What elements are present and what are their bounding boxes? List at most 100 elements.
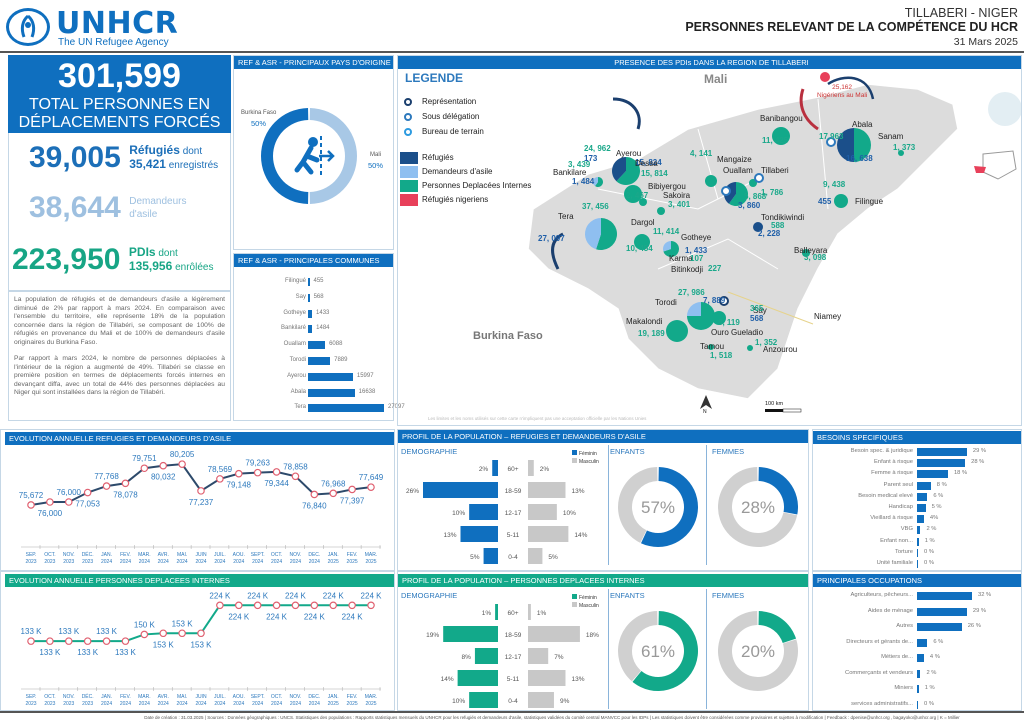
row-label: Torture xyxy=(894,548,913,555)
x-tick-label: OCT. xyxy=(271,694,282,700)
commune-value: 6088 xyxy=(329,341,343,348)
commune-label: Torodi xyxy=(289,357,306,363)
legend-category-label: Réfugiés xyxy=(422,153,454,162)
bubble-dargol[interactable] xyxy=(634,234,650,250)
bubble-dessa[interactable] xyxy=(624,185,642,203)
commune-value: 455 xyxy=(313,278,324,284)
total-box: 301,599 TOTAL PERSONNES EN DÉPLACEMENTS … xyxy=(8,55,231,133)
row-label: Enfant à risque xyxy=(874,459,913,466)
map-value: 15, 814 xyxy=(641,169,668,178)
commune-value: 1433 xyxy=(316,309,330,316)
legend-female-label: Féminin xyxy=(579,595,597,601)
bubble-abala[interactable] xyxy=(837,128,871,162)
bubble-segment xyxy=(687,302,701,316)
data-label: 133 K xyxy=(39,648,61,657)
map-panel: PRESENCE DES PDIs DANS LA REGION DE TILL… xyxy=(397,55,1022,426)
occupation-row: Miniers 1 % xyxy=(813,684,1023,694)
bubble-segment xyxy=(712,311,726,325)
male-pct-label: 13% xyxy=(572,488,585,495)
data-point xyxy=(234,469,243,478)
male-pct-label: 2% xyxy=(540,466,550,473)
row-bar xyxy=(917,548,918,557)
data-label: 133 K xyxy=(115,648,137,657)
bubble-anzourou[interactable] xyxy=(747,345,753,351)
pdi-label: PDIs xyxy=(128,245,156,259)
origin-title: REF & ASR - PRINCIPAUX PAYS D'ORIGINE xyxy=(234,56,393,69)
row-value: 26 % xyxy=(967,623,981,629)
map-value: 1, 518 xyxy=(710,351,733,360)
x-tick-label: 2024 xyxy=(139,559,150,565)
bubble-tamou[interactable] xyxy=(708,344,714,350)
bubble-banibangou[interactable] xyxy=(772,127,790,145)
row-label: services administratifs... xyxy=(851,700,913,707)
occupation-row: Aides de ménage 29 % xyxy=(813,607,1023,617)
map-value: 16, 638 xyxy=(846,154,873,163)
map-place-mangaize: Mangaize xyxy=(717,155,752,164)
map-value: 11, 414 xyxy=(653,227,680,236)
office-marker-icon[interactable] xyxy=(754,173,764,183)
data-point xyxy=(291,601,300,610)
commune-value: 568 xyxy=(313,293,324,300)
bubble-filingue[interactable] xyxy=(834,194,848,208)
x-tick-label: 2024 xyxy=(290,701,301,707)
bubble-balleyara[interactable] xyxy=(802,249,810,257)
row-value: 28 % xyxy=(971,459,985,466)
bubble-mangaize[interactable] xyxy=(705,175,717,187)
x-tick-label: 2024 xyxy=(309,701,320,707)
bubble-gotheye[interactable] xyxy=(663,241,679,257)
data-point xyxy=(216,601,224,610)
arrow-burkina-to-tera-icon xyxy=(551,232,564,270)
office-marker-icon[interactable] xyxy=(721,186,731,196)
bubble-makalondi[interactable] xyxy=(666,320,688,342)
map-title: PRESENCE DES PDIs DANS LA REGION DE TILL… xyxy=(398,56,1021,69)
donut-slice-rest xyxy=(718,611,798,691)
row-value: 0 % xyxy=(924,560,934,566)
x-tick-label: 2024 xyxy=(252,559,263,565)
male-pct-label: 18% xyxy=(586,632,599,639)
commune-label: Abala xyxy=(290,388,306,395)
bubble-tera[interactable] xyxy=(585,218,617,251)
map-place-ouro-gueladio: Ouro Gueladio xyxy=(711,328,764,337)
legend-swatch xyxy=(400,152,418,164)
bubble-tondikiwindi[interactable] xyxy=(753,222,763,232)
bar-female xyxy=(474,648,498,664)
donut-slice-burkina-faso xyxy=(260,108,309,204)
x-tick-label: NOV. xyxy=(290,552,302,558)
legend-office-label: Sous délégation xyxy=(422,112,480,121)
idp-trend-title: EVOLUTION ANNUELLE PERSONNES DEPLACEES I… xyxy=(5,574,394,587)
commune-row: Bankilaré 1484 xyxy=(234,323,394,335)
office-marker-icon[interactable] xyxy=(826,137,836,147)
row-bar xyxy=(917,526,921,535)
female-pct-label: 19% xyxy=(426,632,439,639)
bubble-segment xyxy=(753,222,763,232)
bubble-sanam[interactable] xyxy=(898,150,904,156)
age-group-label: 18-59 xyxy=(505,632,522,639)
bubble-bankilare[interactable] xyxy=(593,177,603,187)
bubble-segment xyxy=(612,157,626,182)
data-point xyxy=(310,490,319,499)
row-label: Miniers xyxy=(894,685,913,691)
commune-row: Ayerou 15997 xyxy=(234,371,394,383)
bubble-bibiyergou[interactable] xyxy=(639,198,647,206)
office-marker-icon[interactable] xyxy=(719,296,729,306)
map-value: 588 xyxy=(771,221,785,230)
female-pct-label: 14% xyxy=(441,676,454,683)
data-label: 75,672 xyxy=(19,491,44,500)
age-group-label: 0-4 xyxy=(508,554,518,561)
legend-swatch xyxy=(400,180,418,192)
bubble-sakoira[interactable] xyxy=(657,207,665,215)
bubble-torodi[interactable] xyxy=(687,302,715,330)
region-map[interactable] xyxy=(398,69,1021,425)
female-pct-label: 10% xyxy=(452,510,465,517)
bubble-segment xyxy=(634,234,650,250)
data-label: 224 K xyxy=(247,591,269,600)
bubble-ayerou[interactable] xyxy=(612,157,640,185)
map-value: 11, 425 xyxy=(762,136,789,145)
divider xyxy=(608,445,609,565)
region-title: TILLABERI - NIGER xyxy=(904,6,1018,20)
bubble-torodi2[interactable] xyxy=(712,311,726,325)
data-point xyxy=(83,488,92,497)
legend-male-label: Masculin xyxy=(579,459,599,465)
bubble-segment xyxy=(585,218,601,250)
enfants-idp-donut: 61% xyxy=(618,611,698,691)
